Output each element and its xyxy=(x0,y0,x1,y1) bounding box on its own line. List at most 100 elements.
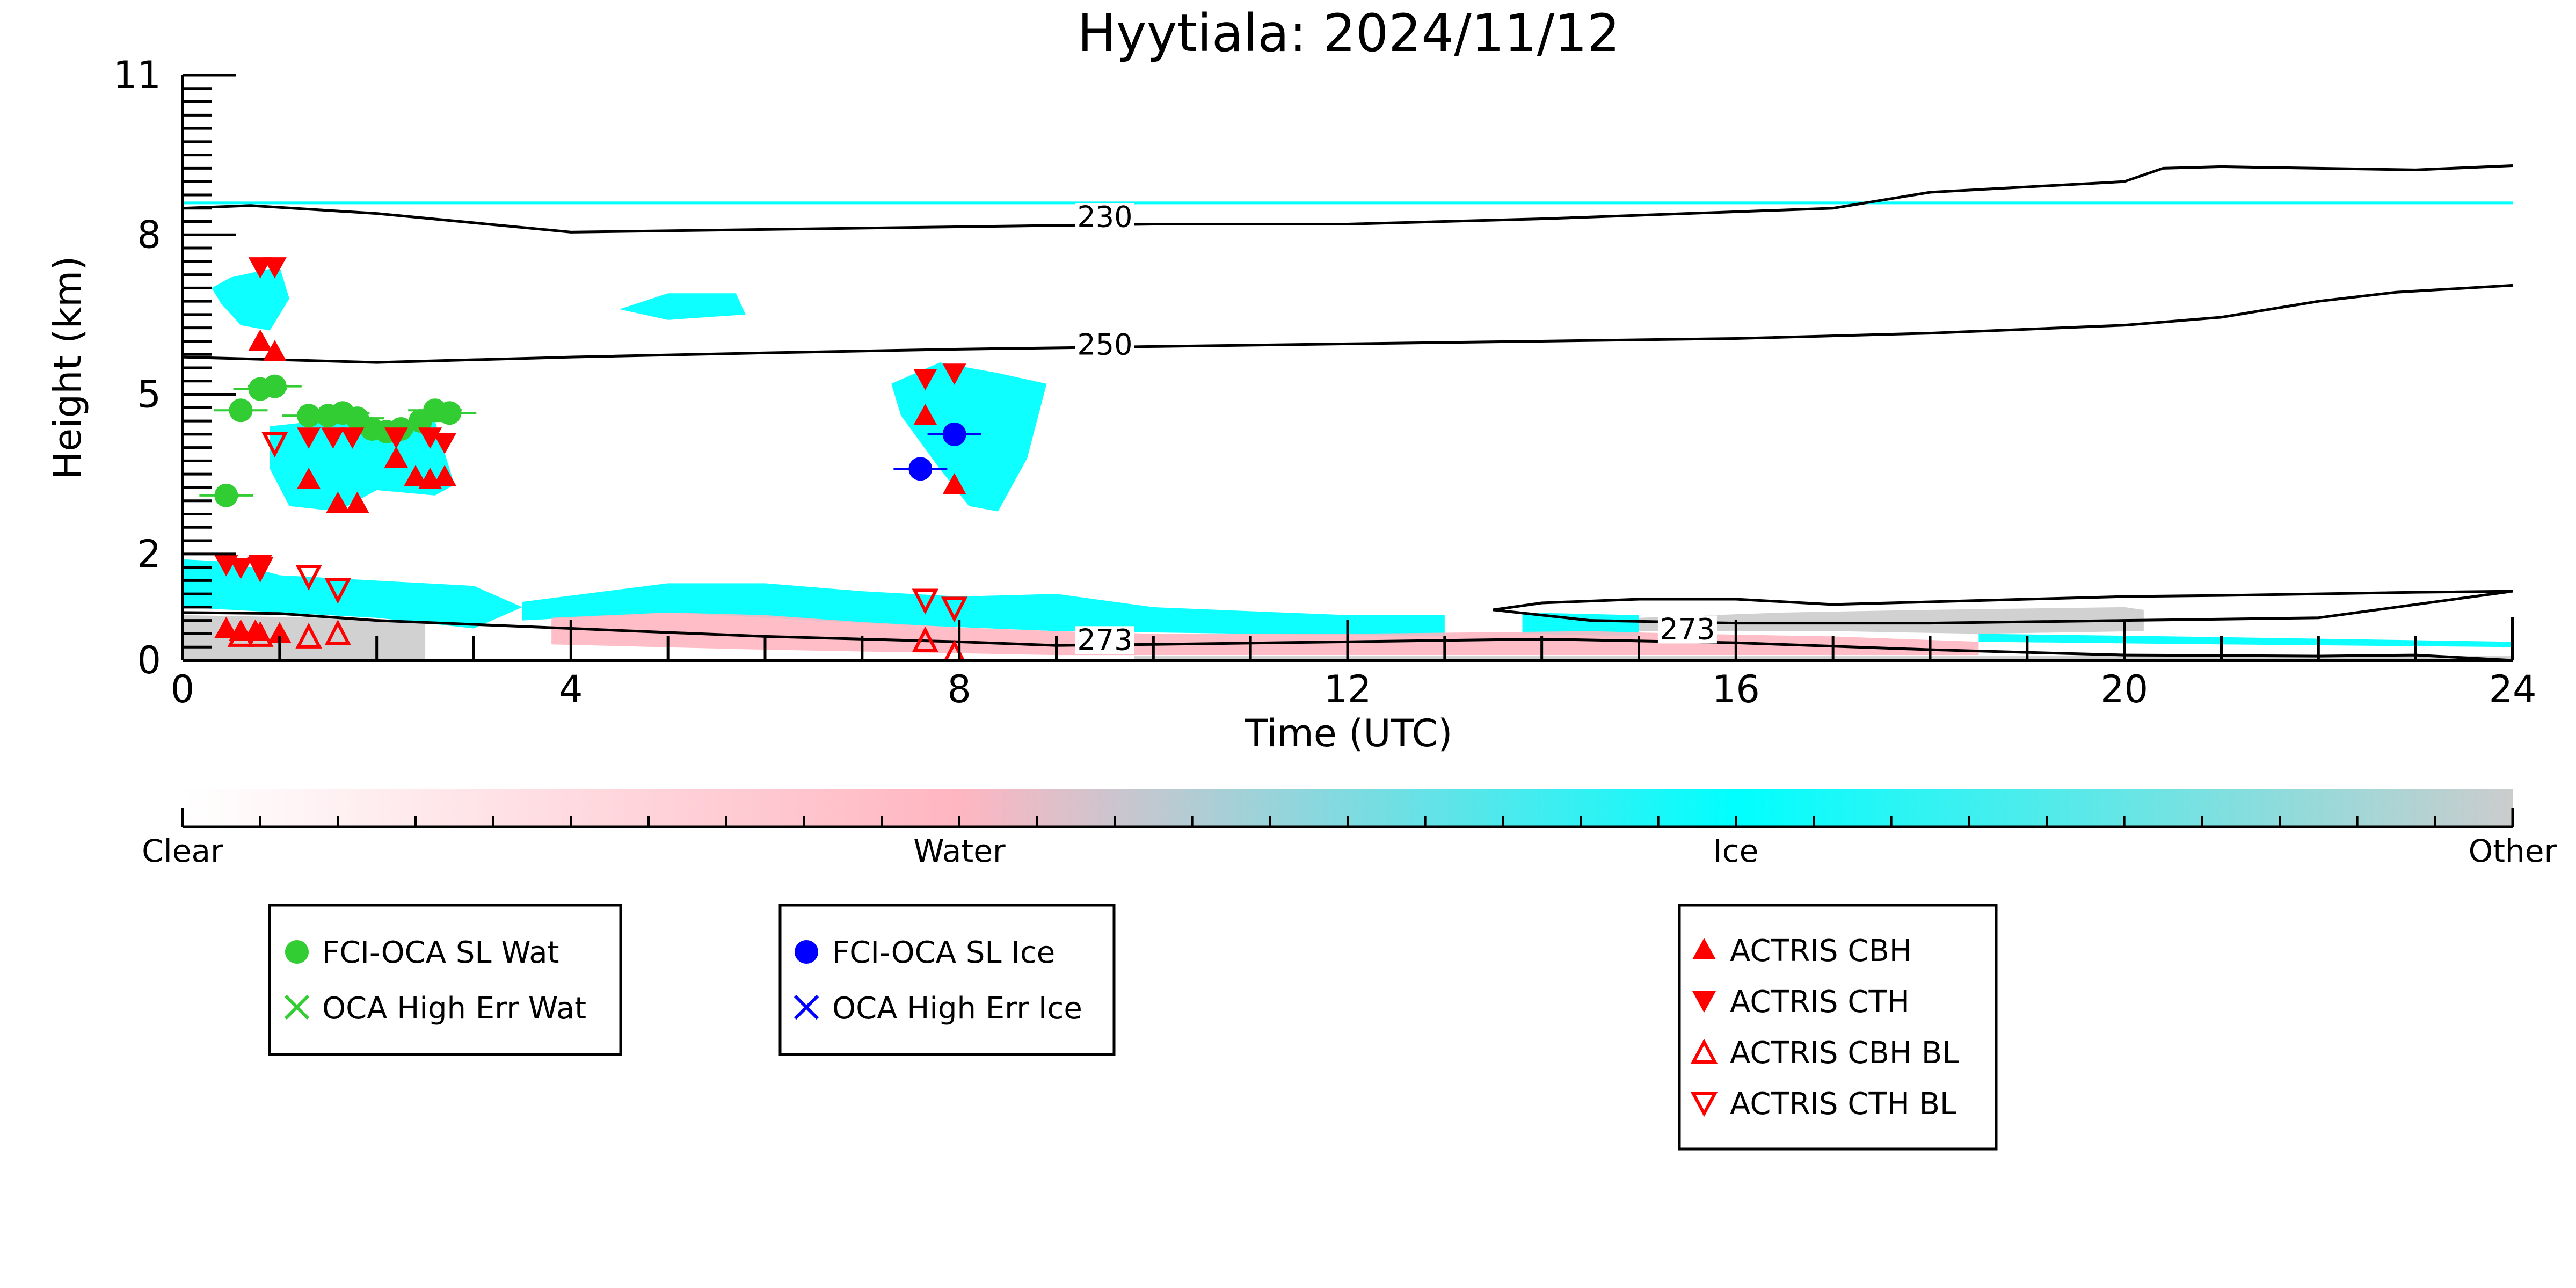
y-minor-ticks xyxy=(183,74,236,662)
marker-triangle-up xyxy=(326,491,350,513)
marker-triangle-up-open xyxy=(324,619,352,645)
temperature-contours: 230 250 273 273 xyxy=(183,164,2513,660)
marker-circle xyxy=(214,483,238,507)
marker-circle xyxy=(229,398,253,423)
marker-triangle-down xyxy=(248,555,272,577)
x-tick-label: 4 xyxy=(559,667,583,711)
legend-marker-x-blue xyxy=(794,994,819,1020)
phase-colorbar: Clear Water Ice Other xyxy=(142,789,2557,869)
contour-line xyxy=(183,283,2513,364)
legend-marker-circle-blue xyxy=(795,940,818,964)
legend-marker-triangle-down-open xyxy=(1690,1092,1718,1117)
cloud-region-ice xyxy=(212,266,289,331)
legend-label: ACTRIS CBH BL xyxy=(1730,1036,1959,1071)
legend-frame xyxy=(1678,904,1998,1151)
marker-triangle-down xyxy=(263,257,287,279)
chart-title: Hyytiala: 2024/11/12 xyxy=(1078,3,1620,63)
marker-triangle-down xyxy=(321,427,345,449)
legend-marker-x-green xyxy=(284,994,310,1020)
colorbar-ticks xyxy=(181,816,2514,827)
cloud-region-other xyxy=(1639,607,2144,634)
y-tick-label: 8 xyxy=(137,213,161,257)
contour-label-bg xyxy=(1657,615,1717,644)
x-tick-label: 0 xyxy=(171,667,195,711)
y-tick-label: 11 xyxy=(113,53,161,97)
x-tick-label: 20 xyxy=(2100,667,2148,711)
marker-triangle-up-open xyxy=(227,621,254,647)
contour-label-bg xyxy=(1075,331,1134,359)
marker-circle xyxy=(942,422,966,446)
legend-label: FCI-OCA SL Ice xyxy=(832,935,1055,970)
marker-circle xyxy=(908,457,933,481)
contour-label: 273 xyxy=(1077,623,1132,657)
y-tick-label: 0 xyxy=(137,638,161,682)
legend-frame xyxy=(778,904,1116,1056)
legend-marker-triangle-up xyxy=(1692,938,1716,959)
legend-marker-triangle-up-open xyxy=(1690,1038,1718,1064)
marker-triangle-up xyxy=(345,491,369,513)
marker-triangle-up xyxy=(384,446,408,468)
legend-marker-triangle-down xyxy=(1692,991,1716,1013)
legend-label: ACTRIS CBH xyxy=(1730,934,1912,969)
legend-label: FCI-OCA SL Wat xyxy=(322,935,559,970)
cloud-region-ice xyxy=(1978,634,2513,647)
marker-triangle-down-open xyxy=(941,596,968,623)
cloud-regions xyxy=(183,266,2513,660)
legend-label: ACTRIS CTH xyxy=(1730,985,1910,1020)
cloud-region-ice xyxy=(1522,612,1639,637)
marker-circle xyxy=(263,374,287,398)
legend-actris: ACTRIS CBH ACTRIS CTH ACTRIS CBH BL ACTR… xyxy=(1678,904,1998,1151)
marker-circle xyxy=(438,401,462,425)
colorbar-label-clear: Clear xyxy=(142,833,223,869)
marker-triangle-down xyxy=(340,427,365,449)
marker-triangle-down-open xyxy=(295,564,322,591)
contour-label-bg xyxy=(1075,626,1134,654)
colorbar-label-ice: Ice xyxy=(1713,833,1759,869)
marker-triangle-down xyxy=(229,557,253,579)
marker-triangle-up xyxy=(214,616,238,638)
legend-label: OCA High Err Wat xyxy=(322,991,586,1026)
marker-triangle-up xyxy=(433,465,457,486)
legend-fci-ice: FCI-OCA SL Ice OCA High Err Ice xyxy=(778,904,1116,1056)
legend-marker-circle-green xyxy=(285,940,309,964)
marker-triangle-down-open xyxy=(324,578,352,604)
marker-triangle-up xyxy=(913,404,937,425)
cloud-region-water xyxy=(551,612,1979,656)
marker-triangle-up xyxy=(267,622,292,644)
cloud-region-ice xyxy=(891,362,1047,512)
marker-triangle-down xyxy=(297,427,321,449)
marker-triangle-up xyxy=(297,468,321,489)
y-tick-label: 5 xyxy=(137,373,161,417)
marker-triangle-up-open xyxy=(246,621,274,647)
x-tick-label: 12 xyxy=(1323,667,1371,711)
marker-triangle-up xyxy=(263,340,287,361)
x-axis-label: Time (UTC) xyxy=(1245,711,1453,755)
marker-triangle-down xyxy=(433,433,457,454)
legend-fci-water: FCI-OCA SL Wat OCA High Err Wat xyxy=(268,904,622,1056)
contour-label-bg xyxy=(1075,203,1134,231)
marker-triangle-down xyxy=(913,369,937,390)
marker-triangle-down-open xyxy=(246,557,274,583)
y-axis-label: Height (km) xyxy=(46,256,90,480)
legend-label: ACTRIS CTH BL xyxy=(1730,1087,1956,1122)
contour-label: 230 xyxy=(1077,200,1132,234)
cloud-height-markers xyxy=(199,257,981,660)
contour-line xyxy=(183,164,2513,234)
colorbar-label-other: Other xyxy=(2469,833,2557,869)
y-tick-label: 2 xyxy=(137,532,161,576)
marker-triangle-up xyxy=(243,619,267,641)
marker-triangle-down-open xyxy=(261,432,288,458)
x-tick-labels: 0 4 8 12 16 20 24 xyxy=(171,667,2537,711)
marker-triangle-down xyxy=(942,363,966,385)
y-tick-labels: 0 2 5 8 11 xyxy=(113,53,161,682)
cloud-region-ice xyxy=(522,583,1445,637)
contour-label: 250 xyxy=(1077,328,1132,361)
marker-triangle-up-open xyxy=(295,622,322,649)
marker-triangle-up xyxy=(248,329,272,351)
contour-line xyxy=(1493,590,2513,625)
plot-area: 230 250 273 273 xyxy=(183,164,2513,660)
axes: 0 2 5 8 11 0 4 8 12 16 20 24 xyxy=(113,53,2537,711)
marker-triangle-up-open xyxy=(912,626,939,652)
marker-triangle-down xyxy=(418,427,442,449)
marker-triangle-up xyxy=(942,473,966,494)
